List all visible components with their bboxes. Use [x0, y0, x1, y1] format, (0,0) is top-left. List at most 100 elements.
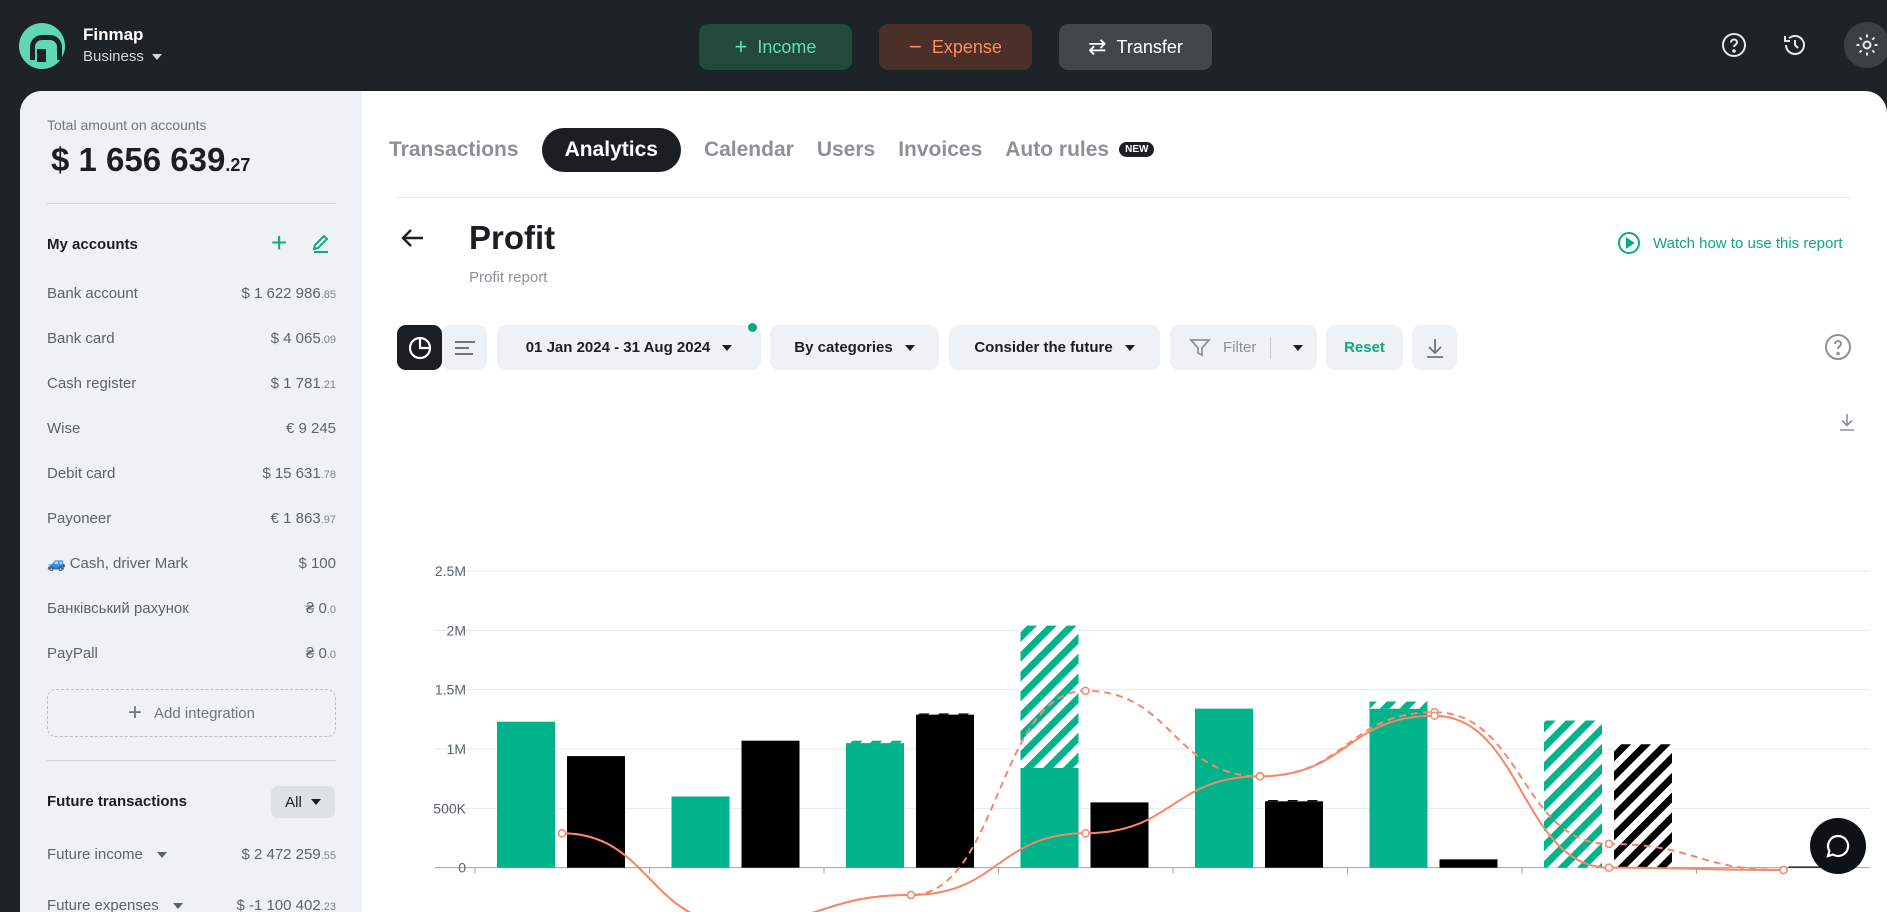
account-amount-cents: .78 [320, 468, 336, 481]
top-bar: Finmap Business + Income − Expense ⇄ Tra… [0, 0, 1887, 91]
account-row[interactable]: Debit card $ 15 631.78 [47, 461, 336, 485]
future-filter-value: All [285, 793, 302, 811]
profit-point [906, 890, 916, 900]
pie-chart-icon [408, 336, 431, 359]
account-row[interactable]: Payoneer € 1 863.97 [47, 506, 336, 530]
watch-tutorial-link[interactable]: Watch how to use this report [1617, 231, 1843, 255]
account-amount: $ 1 622 986.85 [241, 285, 336, 302]
download-icon [1426, 338, 1443, 358]
finmap-logo[interactable] [19, 23, 65, 69]
plus-icon: + [734, 34, 748, 59]
account-row[interactable]: PayPall ₴ 0.0 [47, 641, 336, 665]
account-name-text: Cash, driver Mark [69, 555, 189, 572]
date-range-select[interactable]: 01 Jan 2024 - 31 Aug 2024 [497, 323, 761, 370]
chart-download-icon[interactable] [1837, 412, 1857, 432]
chat-button[interactable] [1810, 818, 1866, 874]
help-icon[interactable] [1824, 333, 1852, 361]
income-bar [497, 721, 555, 868]
total-amount-main: $ 1 656 639 [51, 141, 226, 178]
add-integration-button[interactable]: + Add integration [47, 689, 336, 737]
active-indicator-dot [748, 323, 757, 332]
account-name: Wise [47, 419, 81, 437]
profit-point [557, 829, 567, 838]
transfer-arrows-icon: ⇄ [1088, 34, 1107, 59]
car-icon: 🚙 [47, 555, 66, 572]
future-expenses-cents: .23 [320, 901, 336, 912]
edit-pencil-icon[interactable] [311, 234, 331, 254]
account-row[interactable]: Cash register $ 1 781.21 [47, 371, 336, 395]
tab-transactions[interactable]: Transactions [389, 137, 519, 161]
grouping-select[interactable]: By categories [770, 325, 939, 370]
workspace-selector[interactable]: Business [83, 48, 162, 65]
y-tick-label: 2.5M [435, 563, 466, 579]
tab-invoices[interactable]: Invoices [898, 137, 983, 161]
filter-icon [1189, 338, 1211, 356]
divider [1270, 336, 1272, 359]
chevron-down-icon[interactable] [1293, 344, 1304, 351]
account-name: Банківський рахунок [47, 599, 189, 617]
minus-icon: − [909, 34, 922, 59]
expense-bar [916, 714, 974, 868]
future-filter-select[interactable]: All [271, 786, 335, 818]
tab-analytics[interactable]: Analytics [541, 127, 681, 172]
consider-future-select[interactable]: Consider the future [949, 325, 1160, 370]
account-row[interactable]: Bank card $ 4 065.09 [47, 326, 336, 350]
income-future-bar [1020, 625, 1079, 768]
income-future-bar [1544, 720, 1602, 868]
future-expenses-row[interactable]: Future expenses $ -1 100 402.23 [47, 897, 336, 912]
page-title: Profit [469, 219, 556, 256]
account-row[interactable]: Bank account $ 1 622 986.85 [47, 281, 336, 305]
account-name: Debit card [47, 464, 116, 482]
chart-view-button[interactable] [397, 325, 442, 370]
expense-button-label: Expense [931, 36, 1002, 57]
future-expenses-main: $ -1 100 402 [236, 897, 321, 912]
account-amount-main: ₴ 0 [305, 599, 327, 617]
help-icon[interactable] [1717, 28, 1751, 62]
future-income-row[interactable]: Future income $ 2 472 259.55 [47, 846, 336, 863]
back-arrow-icon[interactable] [398, 223, 428, 253]
profit-point [1081, 829, 1090, 838]
nav-tabs: Transactions Analytics Calendar Users In… [389, 127, 1155, 172]
expense-future-bar [1265, 800, 1323, 802]
income-button[interactable]: + Income [699, 24, 852, 70]
filter-button[interactable]: Filter [1170, 325, 1317, 370]
account-name: PayPall [47, 644, 98, 662]
download-button[interactable] [1412, 325, 1457, 370]
income-bar [1020, 767, 1079, 868]
account-amount: $ 15 631.78 [262, 465, 336, 482]
account-row[interactable]: Банківський рахунок ₴ 0.0 [47, 596, 336, 620]
account-amount-cents: .09 [320, 333, 336, 346]
add-account-icon[interactable]: + [271, 227, 288, 258]
reset-button[interactable]: Reset [1326, 325, 1403, 370]
expense-button[interactable]: − Expense [879, 24, 1032, 70]
tab-calendar[interactable]: Calendar [703, 137, 794, 161]
add-integration-label: Add integration [154, 704, 255, 722]
transfer-button[interactable]: ⇄ Transfer [1059, 24, 1212, 70]
account-amount-cents: .21 [320, 378, 336, 391]
profit-point [1430, 711, 1439, 721]
tab-auto-rules[interactable]: Auto rules [1005, 137, 1110, 161]
account-amount-cents: .97 [320, 513, 336, 526]
income-bar [846, 743, 904, 868]
y-tick-label: 0 [458, 860, 466, 876]
account-amount-cents: .0 [326, 603, 336, 616]
account-name: Cash register [47, 374, 137, 392]
account-row[interactable]: Wise € 9 245 [47, 416, 336, 440]
account-row[interactable]: 🚙 Cash, driver Mark $ 100 [47, 551, 336, 575]
my-accounts-title: My accounts [47, 236, 138, 253]
profit-point [1779, 865, 1788, 875]
history-icon[interactable] [1778, 28, 1812, 62]
tab-users[interactable]: Users [816, 137, 876, 161]
account-amount: $ 1 781.21 [271, 375, 336, 392]
account-amount-main: ₴ 0 [305, 644, 327, 662]
profit-line [561, 714, 1784, 912]
list-view-button[interactable] [442, 325, 487, 370]
expense-bar [1090, 802, 1149, 868]
divider [397, 197, 1850, 198]
y-tick-label: 2M [447, 622, 466, 638]
gear-icon[interactable] [1844, 22, 1887, 68]
divider [47, 760, 336, 761]
transfer-button-label: Transfer [1116, 36, 1183, 57]
account-amount-main: $ 4 065 [270, 329, 321, 347]
